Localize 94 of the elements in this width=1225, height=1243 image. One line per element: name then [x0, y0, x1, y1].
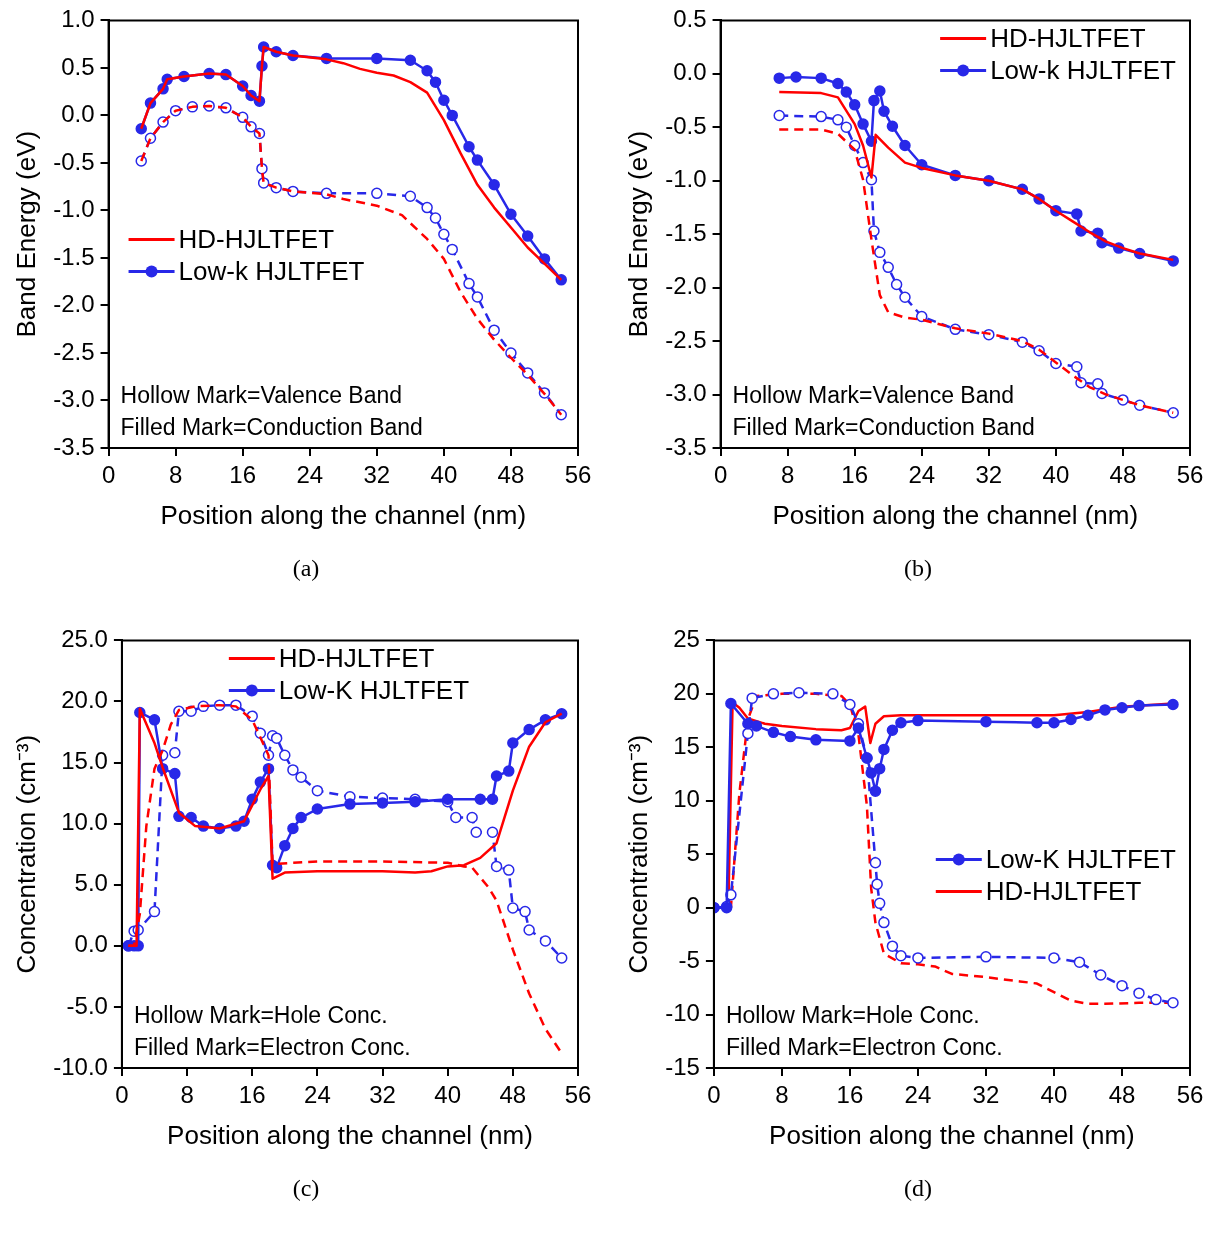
- x-tick-label: 8: [775, 1081, 789, 1109]
- legend-label: HD-HJLTFET: [178, 223, 335, 254]
- x-tick-label: 40: [1042, 461, 1070, 489]
- x-tick-label: 24: [904, 1081, 932, 1109]
- y-tick-label: 20: [673, 678, 700, 706]
- y-tick-label: 15.0: [61, 747, 108, 775]
- legend-label: HD-HJLTFET: [278, 642, 435, 673]
- y-tick-label: -1.0: [665, 165, 707, 193]
- y-tick-label: -1.5: [665, 218, 707, 246]
- x-tick-label: 40: [1040, 1081, 1068, 1109]
- legend-label: Low-k HJLTFET: [178, 255, 365, 286]
- x-tick-label: 56: [1176, 1081, 1204, 1109]
- x-tick-label: 0: [713, 461, 728, 489]
- x-tick-label: 48: [1108, 1081, 1136, 1109]
- annotation: Filled Mark=Conduction Band: [120, 413, 423, 440]
- y-axis-title: Concentration (cm⁻³): [10, 734, 41, 974]
- x-tick-label: 24: [304, 1081, 331, 1109]
- x-tick-label: 16: [836, 1081, 864, 1109]
- x-tick-label: 32: [363, 461, 391, 489]
- y-tick-label: -2.0: [53, 290, 95, 318]
- y-tick-label: 20.0: [61, 686, 108, 714]
- x-tick-label: 32: [975, 461, 1003, 489]
- y-tick-label: -3.5: [53, 432, 95, 460]
- y-tick-label: -10: [665, 999, 700, 1027]
- y-tick-label: -2.5: [665, 325, 707, 353]
- legend-label: Low-K HJLTFET: [985, 843, 1177, 874]
- x-tick-label: 16: [841, 461, 869, 489]
- x-tick-label: 8: [168, 461, 183, 489]
- x-tick-label: 48: [1109, 461, 1137, 489]
- x-tick-label: 16: [229, 461, 257, 489]
- y-tick-label: -3.0: [665, 379, 707, 407]
- y-tick-label: 5: [686, 838, 700, 866]
- x-tick-label: 56: [1176, 461, 1204, 489]
- x-tick-label: 56: [564, 461, 592, 489]
- y-tick-label: 0.0: [74, 930, 108, 958]
- annotation: Filled Mark=Electron Conc.: [133, 1033, 411, 1060]
- y-tick-label: -3.0: [53, 385, 95, 413]
- legend-label: Low-k HJLTFET: [990, 54, 1177, 85]
- x-tick-label: 24: [296, 461, 324, 489]
- annotation: Filled Mark=Conduction Band: [732, 413, 1035, 440]
- x-tick-label: 40: [430, 461, 458, 489]
- y-tick-label: -0.5: [665, 111, 707, 139]
- x-axis-title: Position along the channel (nm): [167, 1119, 533, 1150]
- text: (d): [903, 1175, 933, 1202]
- y-tick-label: 1.0: [61, 5, 95, 33]
- x-tick-label: 32: [972, 1081, 1000, 1109]
- x-tick-label: 8: [180, 1081, 194, 1109]
- y-tick-label: 10.0: [61, 808, 108, 836]
- text: (b): [903, 555, 933, 582]
- y-tick-label: -3.5: [665, 432, 707, 460]
- x-tick-label: 48: [499, 1081, 527, 1109]
- y-tick-label: -2.0: [665, 272, 707, 300]
- annotation: Hollow Mark=Hole Conc.: [133, 1001, 388, 1028]
- y-tick-label: 0.0: [61, 100, 95, 128]
- y-tick-label: 15: [673, 731, 700, 759]
- x-tick-label: 0: [115, 1081, 129, 1109]
- text: (a): [291, 555, 321, 582]
- y-tick-label: -2.5: [53, 337, 95, 365]
- x-axis-title: Position along the channel (nm): [772, 499, 1139, 530]
- y-tick-label: -1.0: [53, 195, 95, 223]
- legend-label: HD-HJLTFET: [985, 875, 1142, 906]
- y-tick-label: 0: [686, 892, 700, 920]
- y-tick-label: -5: [678, 945, 700, 973]
- x-tick-label: 32: [369, 1081, 396, 1109]
- annotation: Hollow Mark=Valence Band: [732, 381, 1015, 408]
- y-tick-label: 0.0: [673, 58, 707, 86]
- text: (c): [291, 1175, 321, 1202]
- annotation: Hollow Mark=Valence Band: [120, 381, 403, 408]
- y-tick-label: 25: [673, 625, 700, 653]
- y-tick-label: 5.0: [74, 869, 108, 897]
- legend-label: HD-HJLTFET: [990, 22, 1146, 53]
- x-axis-title: Position along the channel (nm): [160, 499, 527, 530]
- annotation: Hollow Mark=Hole Conc.: [725, 1001, 980, 1028]
- y-tick-label: 25.0: [61, 625, 108, 653]
- y-axis-title: Band Energy (eV): [10, 130, 41, 338]
- x-tick-label: 16: [238, 1081, 266, 1109]
- x-axis-title: Position along the channel (nm): [769, 1119, 1135, 1150]
- x-tick-label: 24: [908, 461, 936, 489]
- y-tick-label: 0.5: [61, 52, 95, 80]
- x-tick-label: 48: [497, 461, 525, 489]
- y-axis-title: Band Energy (eV): [622, 130, 653, 338]
- y-tick-label: 0.5: [673, 5, 707, 33]
- x-tick-label: 56: [564, 1081, 592, 1109]
- x-tick-label: 40: [434, 1081, 462, 1109]
- y-tick-label: 10: [673, 785, 700, 813]
- x-tick-label: 8: [780, 461, 795, 489]
- annotation: Filled Mark=Electron Conc.: [725, 1033, 1003, 1060]
- y-tick-label: -0.5: [53, 147, 95, 175]
- y-tick-label: -1.5: [53, 242, 95, 270]
- y-tick-label: -5.0: [66, 991, 108, 1019]
- legend-label: Low-K HJLTFET: [278, 674, 470, 705]
- y-tick-label: -15: [665, 1052, 700, 1080]
- y-tick-label: -10.0: [53, 1052, 108, 1080]
- y-axis-title: Concentration (cm⁻³): [622, 734, 653, 974]
